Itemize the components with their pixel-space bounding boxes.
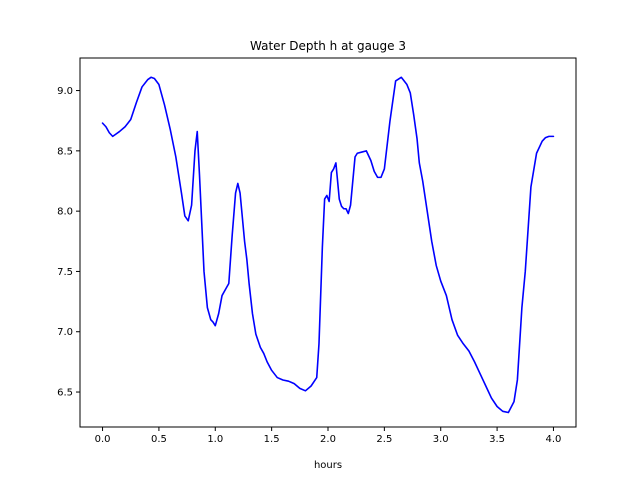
y-tick-label: 8.0	[57, 207, 73, 218]
line-chart: Water Depth h at gauge 3 0.0 0.5 1.0 1.5 2.0…	[0, 0, 640, 480]
x-axis-label: hours	[314, 460, 342, 471]
y-tick-label: 7.0	[57, 327, 73, 338]
x-tick-label: 4.0	[546, 434, 562, 445]
x-tick-label: 2.5	[376, 434, 392, 445]
figure-background	[0, 0, 640, 480]
y-tick-label: 7.5	[57, 267, 73, 278]
x-tick-label: 2.0	[320, 434, 336, 445]
x-tick-label: 0.5	[151, 434, 167, 445]
x-tick-label: 0.0	[95, 434, 111, 445]
x-tick-label: 3.5	[489, 434, 505, 445]
y-tick-label: 9.0	[57, 86, 73, 97]
chart-title: Water Depth h at gauge 3	[250, 39, 406, 53]
y-tick-label: 6.5	[57, 388, 73, 399]
y-tick-label: 8.5	[57, 146, 73, 157]
x-tick-label: 1.5	[264, 434, 280, 445]
x-tick-label: 1.0	[207, 434, 223, 445]
x-tick-label: 3.0	[433, 434, 449, 445]
